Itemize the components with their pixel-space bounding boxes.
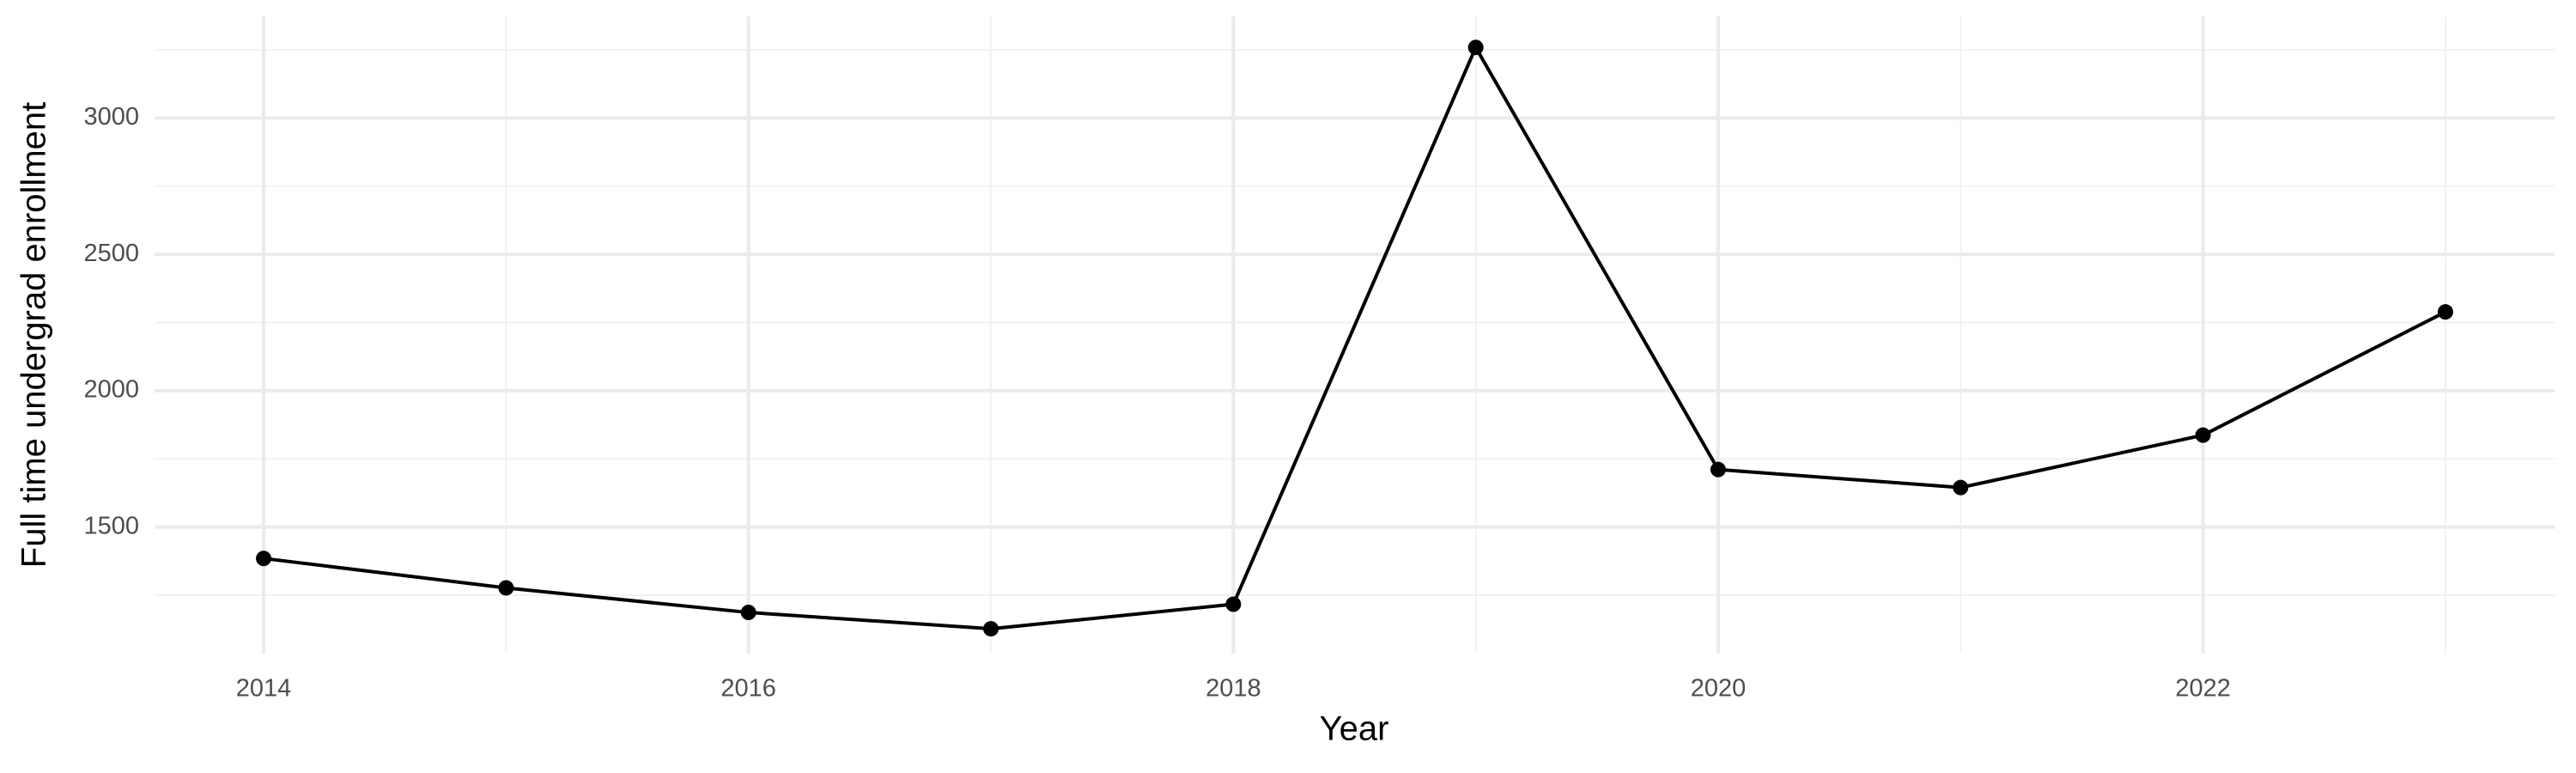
y-tick-label: 2000 bbox=[83, 376, 139, 404]
y-tick-label: 3000 bbox=[83, 103, 139, 131]
x-tick-label: 2014 bbox=[236, 675, 292, 703]
point bbox=[2195, 427, 2211, 443]
x-tick-label: 2018 bbox=[1206, 675, 1261, 703]
grid bbox=[155, 16, 2555, 654]
line bbox=[263, 46, 2446, 631]
point bbox=[983, 621, 999, 637]
marks bbox=[256, 40, 2453, 637]
point bbox=[1953, 479, 1969, 496]
y-tick-label: 2500 bbox=[83, 240, 139, 267]
point bbox=[1710, 461, 1726, 478]
x-axis-title: Year bbox=[1320, 710, 1389, 748]
y-tick-label: 1500 bbox=[83, 512, 139, 539]
point bbox=[1225, 596, 1242, 612]
point bbox=[740, 605, 756, 621]
x-tick-label: 2016 bbox=[720, 675, 776, 703]
y-axis-title: Full time undergrad enrollment bbox=[15, 102, 53, 568]
point bbox=[256, 551, 272, 567]
point bbox=[1467, 40, 1484, 56]
x-tick-label: 2020 bbox=[1691, 675, 1747, 703]
point bbox=[498, 580, 514, 596]
point bbox=[2437, 304, 2453, 320]
x-tick-label: 2022 bbox=[2175, 675, 2231, 703]
